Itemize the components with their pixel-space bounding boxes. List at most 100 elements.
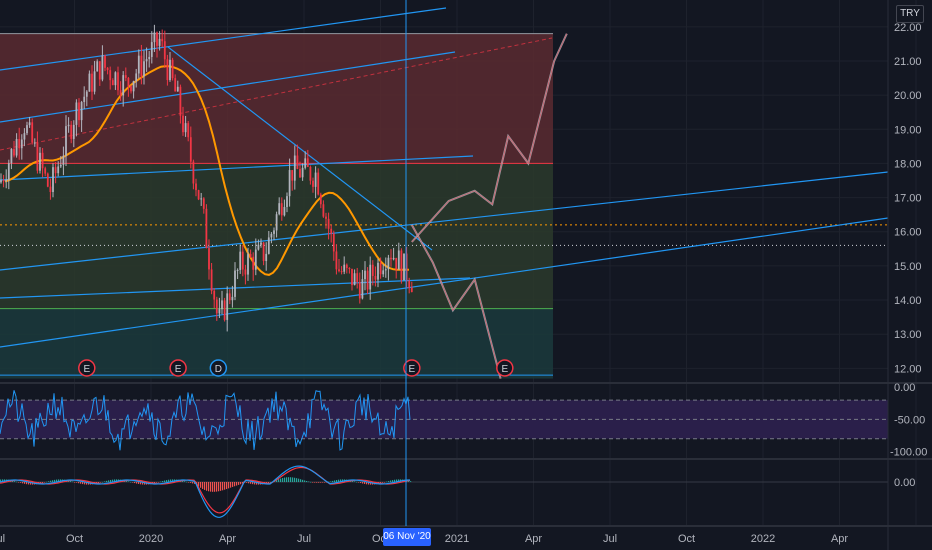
macd-histogram-bar [234, 482, 236, 487]
candle-body [80, 101, 83, 121]
macd-histogram-bar [214, 482, 216, 492]
macd-histogram-bar [58, 479, 60, 482]
candle-body [83, 96, 86, 102]
macd-histogram-bar [268, 482, 270, 484]
candle-body [101, 55, 104, 80]
candle-body [163, 41, 166, 60]
macd-histogram-bar [386, 481, 388, 483]
candle-body [39, 152, 41, 171]
price-candles [0, 24, 413, 332]
macd-histogram-bar [390, 480, 392, 482]
candle-body [117, 72, 119, 91]
macd-histogram-bar [222, 482, 224, 491]
macd-histogram-bar [104, 481, 106, 483]
macd-histogram-bar [154, 482, 156, 484]
candle-body [72, 124, 75, 139]
macd-histogram-bar [280, 478, 282, 482]
candle-body [20, 139, 23, 149]
candle-body [270, 233, 273, 238]
macd-histogram-bar [288, 477, 290, 482]
candle-body [403, 253, 405, 281]
macd-histogram-bar [242, 482, 244, 484]
macd-histogram-bar [30, 482, 32, 485]
candle-body [96, 61, 99, 72]
candle-body [254, 249, 257, 270]
macd-histogram-bar [80, 482, 82, 484]
crosshair-date-label: 06 Nov '20 [383, 528, 431, 546]
candle-body [356, 273, 359, 282]
candle-body [304, 158, 307, 168]
event-marker [209, 359, 228, 377]
macd-histogram-bar [270, 482, 272, 483]
price-axis[interactable]: 22.00 21.00 20.00 19.00 18.00 17.00 16.00 15.00… [890, 22, 927, 489]
macd-histogram-bar [106, 480, 108, 482]
candle-body [400, 250, 403, 281]
macd-histogram-bar [28, 482, 30, 485]
trend-line [0, 171, 889, 271]
horizontal-levels [0, 33, 888, 376]
macd-histogram-bar [156, 482, 158, 483]
macd-histogram-bar [216, 482, 218, 492]
time-axis[interactable]: JulOct2020AprJulOct2021AprJulOct2022Apr [0, 533, 848, 545]
candle-body [314, 172, 317, 187]
macd-histogram-bar [380, 482, 382, 484]
event-marker [496, 359, 514, 377]
macd-histogram-bar [158, 482, 160, 483]
macd-histogram-bar [296, 478, 298, 482]
candle-body [150, 42, 153, 57]
price-projection[interactable] [410, 33, 568, 379]
x-tick-label: Oct [66, 533, 83, 545]
candle-body [93, 71, 96, 92]
x-tick-label: Apr [525, 533, 542, 545]
candle-body [317, 172, 320, 195]
currency-badge[interactable]: TRY [896, 5, 924, 23]
candle-body [340, 271, 343, 273]
macd-histogram-bar [218, 482, 220, 492]
candle-body [192, 161, 195, 184]
macd-histogram-bar [184, 481, 186, 482]
candle-body [244, 269, 247, 275]
macd-histogram-bar [54, 479, 56, 482]
candle-body [7, 163, 10, 180]
candle-body [13, 149, 15, 156]
event-label: E [175, 364, 182, 375]
candle-body [309, 166, 312, 181]
macd-histogram-bar [398, 479, 400, 482]
candle-body [306, 158, 309, 167]
macd-histogram-bar [382, 482, 384, 483]
candle-body [59, 164, 62, 167]
macd-histogram-bar [370, 482, 372, 485]
trend-line [0, 7, 447, 71]
candle-body [223, 300, 226, 320]
macd-histogram-bar [18, 482, 20, 483]
candle-body [182, 115, 184, 133]
macd-histogram-bar [206, 482, 208, 491]
candle-body [176, 86, 179, 92]
candle-body [215, 299, 218, 314]
candle-body [114, 72, 117, 86]
candle-body [109, 70, 112, 81]
candle-body [234, 270, 236, 297]
macd-histogram-bar [130, 481, 132, 483]
macd-histogram-bar [52, 480, 54, 482]
macd-histogram-bar [248, 482, 250, 484]
candle-body [122, 75, 125, 96]
macd-histogram-bar [172, 479, 174, 482]
macd-histogram-bar [228, 482, 230, 489]
macd-histogram-bar [298, 478, 300, 482]
macd-histogram-bar [282, 477, 284, 482]
candle-body [351, 268, 353, 286]
macd-histogram-bar [194, 482, 196, 484]
candle-body [353, 273, 356, 286]
candle-body [379, 262, 382, 275]
macd-histogram-bar [208, 482, 210, 492]
candle-body [41, 152, 44, 169]
candle-body [31, 122, 34, 143]
macd-histogram-bar [136, 482, 138, 484]
signal-line [0, 466, 411, 514]
candle-body [260, 242, 262, 245]
moving-average-line [4, 65, 410, 276]
